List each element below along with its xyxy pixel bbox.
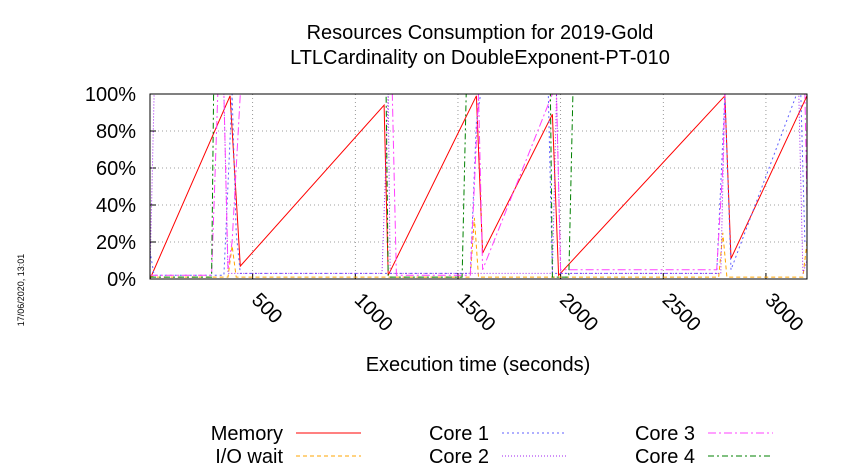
x-tick-label: 2500	[658, 289, 705, 336]
y-tick-label: 0%	[107, 269, 136, 291]
plot-frame	[149, 93, 808, 280]
legend-label: Core 4	[635, 446, 695, 468]
legend-label: Memory	[211, 423, 283, 445]
legend-label: Core 3	[635, 423, 695, 445]
chart-title-line-1: Resources Consumption for 2019-Gold	[307, 22, 654, 44]
x-tick-label: 2000	[555, 289, 602, 336]
y-tick-label: 60%	[96, 158, 136, 180]
series-line-i-o-wait	[149, 217, 808, 278]
x-axis-ticks: 500 1000 1500 2000 2500 3000	[247, 273, 807, 336]
legend-label: Core 2	[429, 446, 489, 468]
legend-label: I/O wait	[215, 446, 283, 468]
x-tick-label: 3000	[760, 289, 807, 336]
legend-label: Core 1	[429, 423, 489, 445]
x-tick-label: 1500	[452, 289, 499, 336]
y-tick-label: 20%	[96, 232, 136, 254]
series-line-core-3	[150, 93, 808, 276]
x-axis-label: Execution time (seconds)	[366, 354, 591, 376]
y-axis-ticks: 0% 20% 40% 60% 80% 100%	[85, 84, 156, 291]
y-tick-label: 100%	[85, 84, 136, 106]
timestamp: 17/06/2020, 13:01	[16, 254, 26, 327]
x-tick-label: 1000	[350, 289, 397, 336]
series-lines	[149, 93, 808, 280]
series-line-core-4	[150, 93, 807, 278]
series-line-core-2	[149, 93, 808, 274]
y-tick-label: 40%	[96, 195, 136, 217]
grid-lines	[150, 94, 807, 279]
chart-title-line-2: LTLCardinality on DoubleExponent-PT-010	[290, 47, 670, 69]
x-tick-label: 500	[247, 289, 286, 328]
y-tick-label: 80%	[96, 121, 136, 143]
series-line-memory	[149, 94, 808, 280]
